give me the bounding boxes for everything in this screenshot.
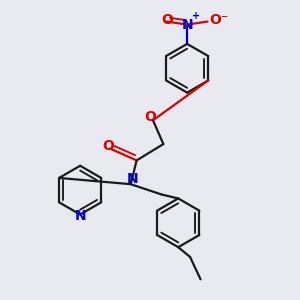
Text: O: O: [103, 139, 114, 152]
Text: N: N: [126, 172, 138, 186]
Text: O: O: [144, 110, 156, 124]
Text: +: +: [192, 11, 200, 21]
Text: O⁻: O⁻: [209, 13, 228, 27]
Text: N: N: [74, 209, 86, 223]
Text: O: O: [161, 13, 173, 27]
Text: N: N: [181, 18, 193, 32]
